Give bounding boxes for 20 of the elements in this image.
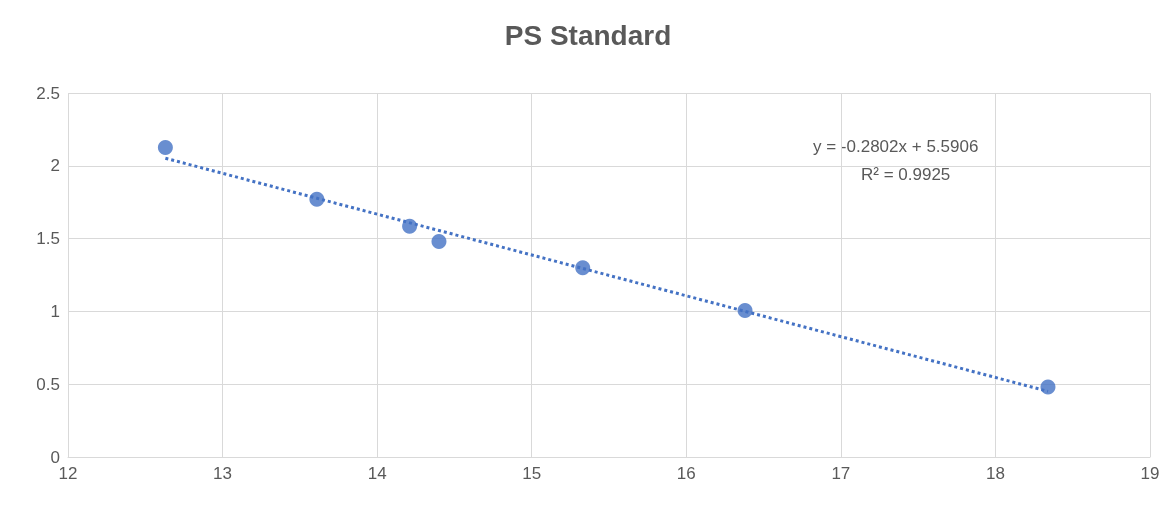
point <box>1040 379 1056 395</box>
point <box>431 234 447 250</box>
annotation: y = -0.2802x + 5.5906 <box>813 137 979 156</box>
x-tick-label: 12 <box>58 464 78 483</box>
y-tick-label: 1.5 <box>36 229 60 249</box>
chart-title: PS Standard <box>504 19 672 51</box>
annotation: R² = 0.9925 <box>861 165 951 184</box>
x-tick-label: 18 <box>985 464 1005 483</box>
x-tick-label: 13 <box>213 464 233 483</box>
point <box>157 140 173 156</box>
y-tick-label: 1 <box>50 301 60 321</box>
y-tick-label: 0 <box>50 447 60 467</box>
x-tick-label: 19 <box>1140 464 1160 483</box>
y-tick-label: 2.5 <box>36 83 60 103</box>
x-tick-label: 16 <box>676 464 696 483</box>
x-tick-label: 15 <box>522 464 542 483</box>
x-tick-label: 17 <box>831 464 851 483</box>
y-tick-label: 0.5 <box>36 374 60 394</box>
x-tick-label: 14 <box>367 464 387 483</box>
y-tick-label: 2 <box>50 156 60 176</box>
